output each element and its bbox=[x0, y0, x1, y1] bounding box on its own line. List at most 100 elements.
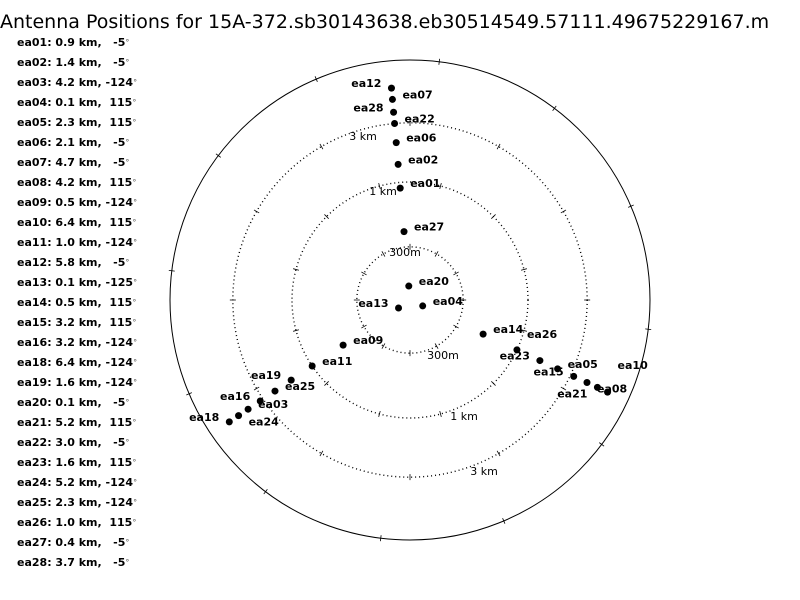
antenna-point-ea02 bbox=[394, 160, 402, 168]
legend-item-ea23: ea23: 1.6 km, 115° bbox=[17, 456, 137, 476]
ring-tick bbox=[253, 209, 260, 214]
antenna-point-ea03 bbox=[244, 405, 252, 413]
legend-text: ea15: 3.2 km, 115 bbox=[17, 316, 133, 329]
antenna-label-ea23: ea23 bbox=[500, 350, 530, 363]
legend-text: ea11: 1.0 km, -124 bbox=[17, 236, 134, 249]
legend-text: ea09: 0.5 km, -124 bbox=[17, 196, 134, 209]
legend-text: ea16: 3.2 km, -124 bbox=[17, 336, 134, 349]
ring-1km bbox=[291, 181, 529, 419]
legend-item-ea01: ea01: 0.9 km, -5° bbox=[17, 36, 137, 56]
legend-text: ea03: 4.2 km, -124 bbox=[17, 76, 134, 89]
ring-3km bbox=[232, 122, 588, 478]
legend-item-ea03: ea03: 4.2 km, -124° bbox=[17, 76, 137, 96]
ring-tick bbox=[560, 386, 567, 391]
legend-text: ea26: 1.0 km, 115 bbox=[17, 516, 133, 529]
antenna-point-ea24 bbox=[235, 412, 243, 420]
legend-text: ea12: 5.8 km, -5 bbox=[17, 256, 126, 269]
ring-label: 3 km bbox=[470, 465, 498, 478]
ring-tick bbox=[453, 324, 459, 329]
ring-tick bbox=[434, 251, 439, 257]
legend-text: ea20: 0.1 km, -5 bbox=[17, 396, 126, 409]
antenna-label-ea07: ea07 bbox=[402, 88, 432, 101]
legend-item-ea20: ea20: 0.1 km, -5° bbox=[17, 396, 137, 416]
antenna-label-ea20: ea20 bbox=[419, 275, 450, 288]
ring-tick bbox=[381, 251, 386, 257]
antenna-label-ea26: ea26 bbox=[527, 328, 558, 341]
outer-tick bbox=[168, 269, 175, 272]
antenna-label-ea12: ea12 bbox=[351, 77, 381, 90]
legend-text: ea07: 4.7 km, -5 bbox=[17, 156, 126, 169]
antenna-point-ea19 bbox=[287, 376, 295, 384]
ring-tick bbox=[520, 268, 527, 271]
ring-tick bbox=[439, 410, 442, 417]
degree-symbol: ° bbox=[133, 378, 138, 387]
legend-item-ea05: ea05: 2.3 km, 115° bbox=[17, 116, 137, 136]
antenna-point-ea20 bbox=[405, 282, 413, 290]
antenna-point-ea16 bbox=[256, 397, 264, 405]
legend-text: ea06: 2.1 km, -5 bbox=[17, 136, 126, 149]
legend-text: ea05: 2.3 km, 115 bbox=[17, 116, 133, 129]
legend-text: ea22: 3.0 km, -5 bbox=[17, 436, 126, 449]
degree-symbol: ° bbox=[125, 438, 130, 447]
legend-item-ea19: ea19: 1.6 km, -124° bbox=[17, 376, 137, 396]
antenna-point-ea12 bbox=[387, 84, 395, 92]
degree-symbol: ° bbox=[132, 218, 137, 227]
antenna-point-ea08 bbox=[583, 379, 591, 387]
outer-tick bbox=[379, 535, 382, 542]
legend-item-ea26: ea26: 1.0 km, 115° bbox=[17, 516, 137, 536]
antenna-point-ea27 bbox=[400, 228, 408, 236]
antenna-point-ea26 bbox=[513, 346, 521, 354]
outer-tick bbox=[552, 105, 557, 111]
degree-symbol: ° bbox=[133, 198, 138, 207]
legend-item-ea10: ea10: 6.4 km, 115° bbox=[17, 216, 137, 236]
degree-symbol: ° bbox=[133, 78, 138, 87]
ring-tick bbox=[520, 329, 527, 332]
ring-label: 300m bbox=[427, 349, 459, 362]
antenna-point-ea04 bbox=[419, 302, 427, 310]
legend-item-ea04: ea04: 0.1 km, 115° bbox=[17, 96, 137, 116]
antenna-point-ea28 bbox=[390, 108, 398, 116]
antenna-point-ea10 bbox=[604, 388, 612, 396]
legend-item-ea22: ea22: 3.0 km, -5° bbox=[17, 436, 137, 456]
degree-symbol: ° bbox=[125, 158, 130, 167]
degree-symbol: ° bbox=[133, 498, 138, 507]
antenna-label-ea03: ea03 bbox=[258, 398, 288, 411]
antenna-label-ea25: ea25 bbox=[285, 380, 315, 393]
degree-symbol: ° bbox=[132, 518, 137, 527]
antenna-label-ea04: ea04 bbox=[433, 295, 464, 308]
ring-label: 300m bbox=[389, 246, 421, 259]
antenna-label-ea27: ea27 bbox=[414, 221, 444, 234]
outer-circle bbox=[169, 59, 651, 541]
ring-tick bbox=[361, 271, 367, 276]
antenna-label-ea19: ea19 bbox=[251, 369, 281, 382]
legend-item-ea13: ea13: 0.1 km, -125° bbox=[17, 276, 137, 296]
legend-item-ea09: ea09: 0.5 km, -124° bbox=[17, 196, 137, 216]
legend-item-ea14: ea14: 0.5 km, 115° bbox=[17, 296, 137, 316]
legend-item-ea28: ea28: 3.7 km, -5° bbox=[17, 556, 137, 576]
degree-symbol: ° bbox=[125, 58, 130, 67]
legend-text: ea01: 0.9 km, -5 bbox=[17, 36, 126, 49]
antenna-label-ea13: ea13 bbox=[358, 297, 388, 310]
ring-tick bbox=[324, 381, 329, 386]
legend-text: ea21: 5.2 km, 115 bbox=[17, 416, 133, 429]
legend-text: ea04: 0.1 km, 115 bbox=[17, 96, 133, 109]
outer-tick bbox=[645, 328, 652, 331]
ring-tick bbox=[378, 410, 381, 417]
degree-symbol: ° bbox=[132, 318, 137, 327]
antenna-label-ea15: ea15 bbox=[534, 365, 564, 378]
legend-item-ea24: ea24: 5.2 km, -124° bbox=[17, 476, 137, 496]
degree-symbol: ° bbox=[133, 338, 138, 347]
degree-symbol: ° bbox=[125, 138, 130, 147]
antenna-label-ea08: ea08 bbox=[597, 383, 627, 396]
ring-tick bbox=[560, 209, 567, 214]
ring-tick bbox=[496, 143, 501, 150]
legend-text: ea10: 6.4 km, 115 bbox=[17, 216, 133, 229]
ring-tick bbox=[319, 143, 324, 150]
antenna-point-ea18 bbox=[225, 418, 233, 426]
legend-text: ea19: 1.6 km, -124 bbox=[17, 376, 134, 389]
antenna-point-ea25 bbox=[271, 387, 279, 395]
antenna-point-ea13 bbox=[395, 304, 403, 312]
outer-tick bbox=[628, 204, 634, 208]
legend-item-ea11: ea11: 1.0 km, -124° bbox=[17, 236, 137, 256]
